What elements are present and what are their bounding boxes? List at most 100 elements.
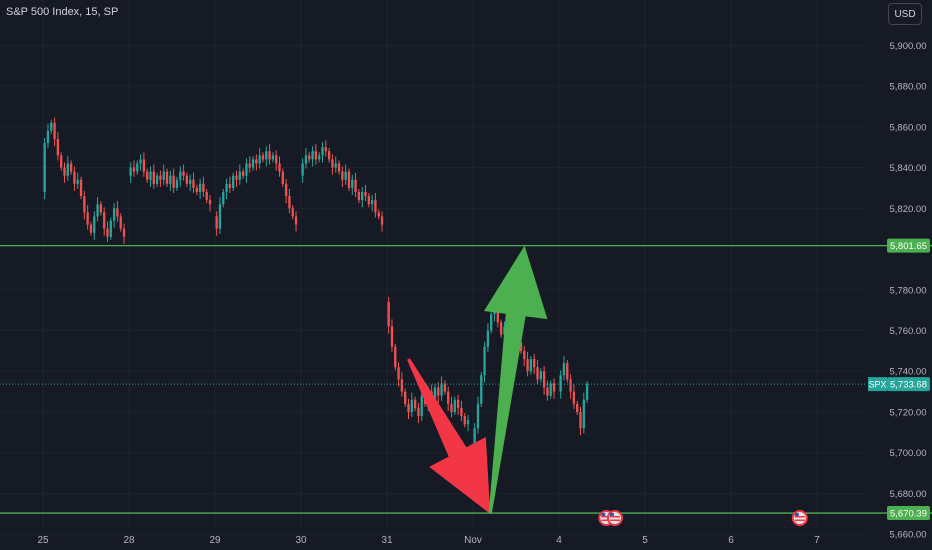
candle <box>351 179 354 188</box>
candle <box>218 204 222 229</box>
y-tick-label: 5,700.00 <box>890 448 927 459</box>
candle <box>327 151 331 160</box>
candle <box>304 155 308 164</box>
candle <box>576 403 579 412</box>
candle <box>318 155 321 160</box>
candle <box>248 163 251 168</box>
candle <box>377 212 380 217</box>
candle <box>225 183 228 192</box>
candle <box>466 420 470 425</box>
candle <box>245 163 248 176</box>
symbol-label-box <box>868 377 887 392</box>
candle <box>380 216 384 225</box>
candle <box>533 359 536 368</box>
level-label-box <box>887 238 930 253</box>
candle <box>337 163 341 172</box>
y-tick-label: 5,860.00 <box>890 122 927 133</box>
candle <box>162 171 165 180</box>
x-tick-label: 28 <box>123 535 135 546</box>
candle <box>288 196 291 209</box>
candle <box>334 163 337 168</box>
candle <box>53 122 56 140</box>
candle <box>96 204 99 217</box>
candle <box>258 155 261 164</box>
candle <box>413 399 417 408</box>
x-tick-label: 31 <box>381 535 393 546</box>
us-flag-icon <box>606 510 623 526</box>
y-tick-label: 5,680.00 <box>890 489 927 500</box>
candle <box>228 183 232 188</box>
x-tick-label: 30 <box>295 535 307 546</box>
flag-stripe <box>601 519 612 521</box>
flag-stripe <box>601 516 612 518</box>
candle <box>410 399 413 412</box>
candle <box>142 159 146 172</box>
candle <box>486 330 490 347</box>
candle <box>370 200 374 205</box>
candle <box>440 383 443 396</box>
candle <box>182 171 185 176</box>
candle <box>450 403 453 412</box>
candle <box>63 167 66 176</box>
flag-stripe <box>609 519 620 521</box>
candle <box>251 159 255 168</box>
candle <box>155 175 159 184</box>
candle <box>106 228 109 237</box>
candle <box>86 212 89 225</box>
candle <box>357 191 361 201</box>
candle <box>60 155 63 168</box>
y-tick-label: 5,760.00 <box>890 326 927 337</box>
candle <box>202 183 205 192</box>
current-price-label: 5,733.68 <box>890 380 927 391</box>
flag-stripe <box>794 516 805 518</box>
candle <box>189 179 192 184</box>
candle <box>582 399 585 429</box>
candle <box>103 212 106 229</box>
candle <box>261 155 265 160</box>
candle <box>116 208 119 217</box>
candle <box>321 147 324 156</box>
candle <box>50 122 53 131</box>
candle <box>456 399 460 408</box>
candle <box>255 159 258 164</box>
candle <box>361 191 364 201</box>
candle <box>152 171 155 184</box>
candle <box>443 383 447 392</box>
candle <box>136 163 139 172</box>
currency-button[interactable]: USD <box>888 3 922 25</box>
candle <box>400 379 404 392</box>
y-tick-label: 5,720.00 <box>890 407 927 418</box>
level-label-box <box>887 506 930 521</box>
candle <box>235 175 238 180</box>
candle <box>149 171 152 180</box>
candle <box>552 383 556 392</box>
chart-title: S&P 500 Index, 15, SP <box>6 6 119 18</box>
candle <box>331 159 334 168</box>
candle <box>278 163 281 172</box>
x-tick-label: 7 <box>814 535 820 546</box>
candle <box>112 208 116 221</box>
candle <box>208 200 212 205</box>
candle <box>480 375 483 404</box>
candle <box>367 196 370 205</box>
candle <box>169 175 172 184</box>
candle <box>407 403 410 412</box>
candle <box>354 179 357 192</box>
candle <box>222 191 225 205</box>
candle <box>165 171 169 184</box>
trend-arrows <box>407 245 548 515</box>
candle <box>281 171 284 184</box>
chart-grid <box>0 0 866 535</box>
candle <box>271 155 275 160</box>
candle <box>499 322 503 335</box>
flag-canton <box>601 513 606 516</box>
candle <box>311 151 314 160</box>
candle <box>294 216 298 225</box>
candle <box>562 363 566 376</box>
candle <box>394 346 397 368</box>
candle <box>232 175 235 188</box>
candle <box>122 228 126 237</box>
candle <box>83 196 86 213</box>
candle <box>341 171 344 180</box>
